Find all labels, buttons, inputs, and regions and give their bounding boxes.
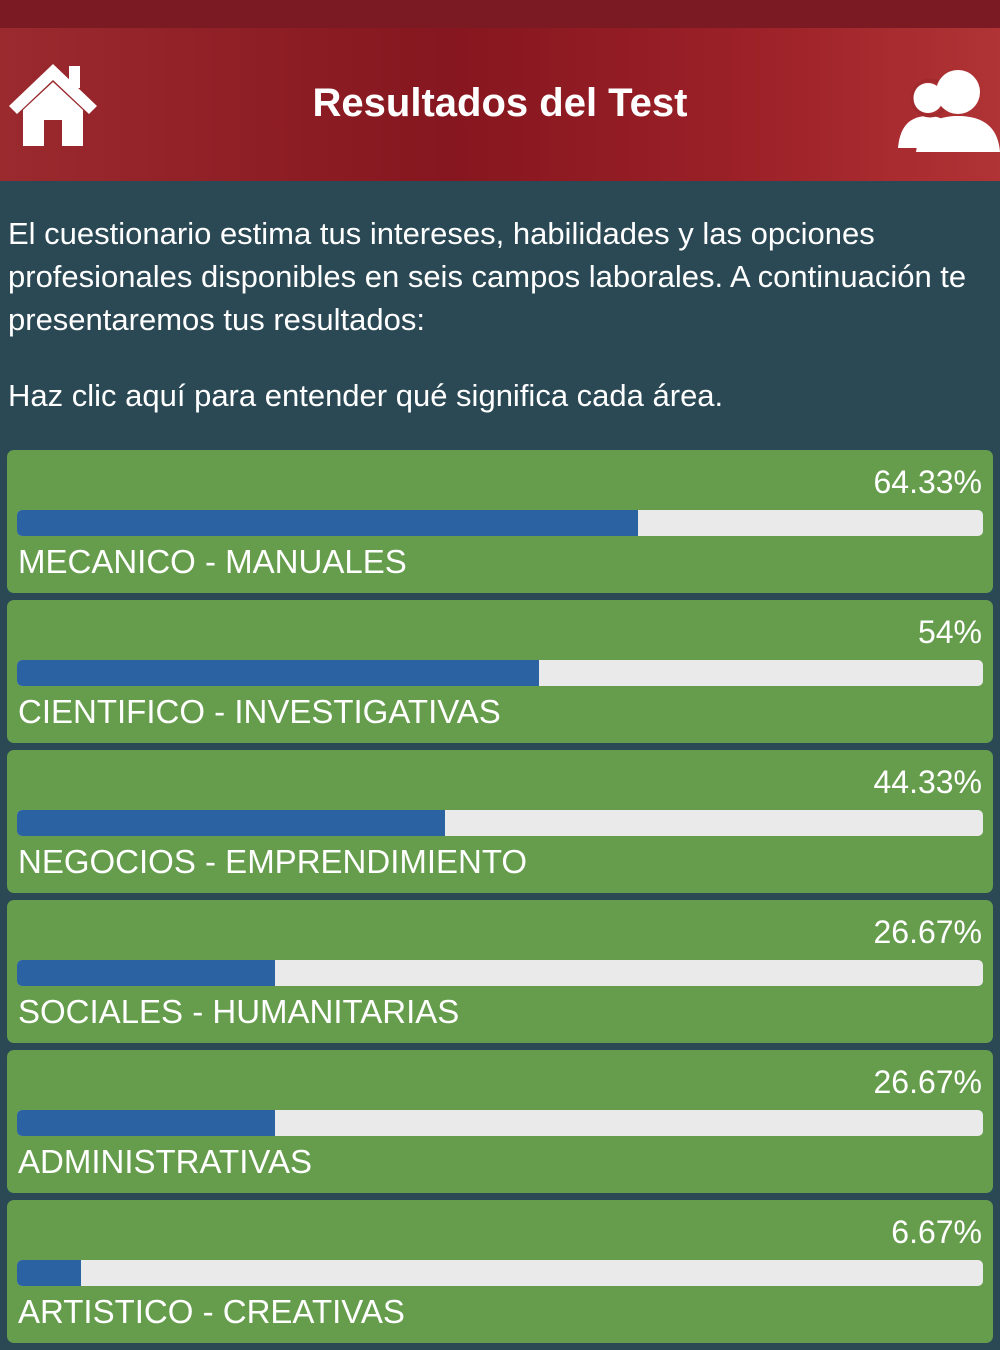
result-percent: 26.67%: [873, 914, 982, 950]
result-label: MECANICO - MANUALES: [18, 543, 407, 580]
result-card[interactable]: 64.33% MECANICO - MANUALES: [7, 450, 993, 593]
area-help-link[interactable]: Haz clic aquí para entender qué signific…: [8, 378, 724, 413]
progress-bar-track: [17, 1260, 983, 1286]
progress-bar-track: [17, 810, 983, 836]
progress-bar-fill: [17, 960, 275, 986]
result-percent: 26.67%: [873, 1064, 982, 1100]
users-icon: [898, 70, 1000, 152]
progress-bar-track: [17, 960, 983, 986]
result-label: CIENTIFICO - INVESTIGATIVAS: [18, 693, 501, 730]
progress-bar-fill: [17, 810, 446, 836]
progress-bar-track: [17, 660, 983, 686]
result-label: NEGOCIOS - EMPRENDIMIENTO: [18, 843, 528, 880]
result-label: ARTISTICO - CREATIVAS: [18, 1293, 405, 1330]
profile-button[interactable]: [894, 56, 1000, 152]
result-label: SOCIALES - HUMANITARIAS: [18, 993, 460, 1030]
page-title: Resultados del Test: [312, 81, 688, 125]
results-list: 64.33% MECANICO - MANUALES 54% CIENTIFICO -…: [7, 450, 993, 1350]
result-percent: 44.33%: [873, 764, 982, 800]
result-percent: 64.33%: [873, 464, 982, 500]
progress-bar-fill: [17, 660, 539, 686]
result-card[interactable]: 44.33% NEGOCIOS - EMPRENDIMIENTO: [7, 750, 993, 893]
progress-bar-fill: [17, 1260, 82, 1286]
progress-bar-fill: [17, 510, 639, 536]
intro-text: El cuestionario estima tus intereses, ha…: [8, 216, 967, 337]
result-percent: 54%: [917, 614, 982, 650]
result-card[interactable]: 26.67% ADMINISTRATIVAS: [7, 1050, 993, 1193]
result-card[interactable]: 54% CIENTIFICO - INVESTIGATIVAS: [7, 600, 993, 743]
status-bar: [0, 0, 1000, 28]
progress-bar-fill: [17, 1110, 275, 1136]
home-icon: [9, 64, 97, 146]
home-button[interactable]: [6, 58, 100, 152]
result-percent: 6.67%: [891, 1214, 982, 1250]
app-header: Resultados del Test: [0, 28, 1000, 181]
progress-bar-track: [17, 1110, 983, 1136]
result-card[interactable]: 26.67% SOCIALES - HUMANITARIAS: [7, 900, 993, 1043]
result-label: ADMINISTRATIVAS: [18, 1143, 312, 1180]
result-card[interactable]: 6.67% ARTISTICO - CREATIVAS: [7, 1200, 993, 1343]
progress-bar-track: [17, 510, 983, 536]
